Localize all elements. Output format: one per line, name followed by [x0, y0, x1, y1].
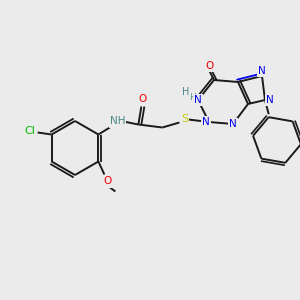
Text: O: O: [103, 176, 112, 187]
Text: H: H: [189, 92, 195, 101]
Text: H: H: [182, 87, 190, 97]
Text: N: N: [229, 119, 237, 129]
Text: N: N: [202, 117, 210, 127]
Text: N: N: [266, 95, 274, 105]
Text: O: O: [205, 61, 213, 71]
Text: N: N: [194, 95, 202, 105]
Text: N: N: [258, 66, 266, 76]
Text: O: O: [138, 94, 146, 104]
Text: NH: NH: [110, 116, 125, 127]
Text: Cl: Cl: [24, 125, 35, 136]
Text: S: S: [181, 115, 188, 124]
